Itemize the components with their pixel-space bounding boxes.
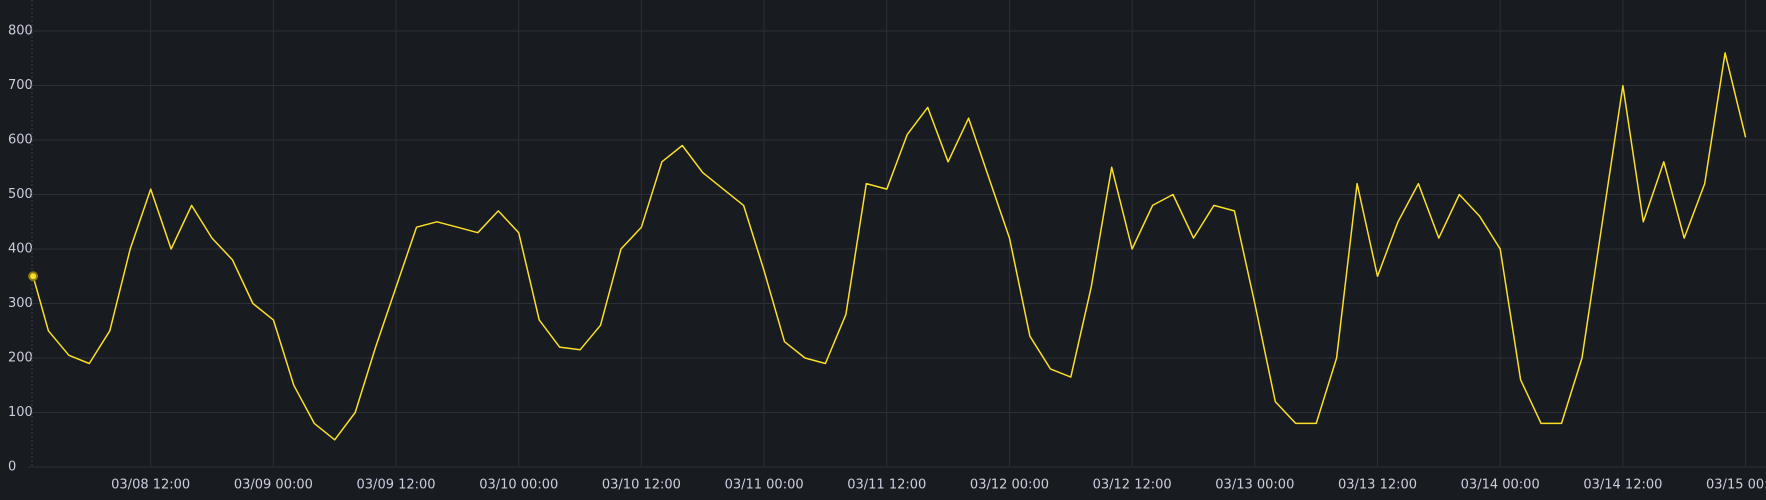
x-tick-label: 03/10 00:00 xyxy=(479,478,558,493)
x-tick-label: 03/09 00:00 xyxy=(234,478,313,493)
y-tick-label: 100 xyxy=(8,405,33,420)
x-tick-label: 03/14 12:00 xyxy=(1583,478,1662,493)
x-tick-label: 03/14 00:00 xyxy=(1461,478,1540,493)
hover-point xyxy=(28,271,39,282)
x-tick-label: 03/08 12:00 xyxy=(111,478,190,493)
y-tick-label: 300 xyxy=(8,296,33,311)
y-tick-label: 600 xyxy=(8,133,33,148)
x-tick-label: 03/10 12:00 xyxy=(602,478,681,493)
series-line xyxy=(32,52,1747,441)
y-tick-label: 0 xyxy=(8,460,16,475)
y-tick-label: 500 xyxy=(8,187,33,202)
y-tick-label: 800 xyxy=(8,24,33,39)
x-tick-label: 03/11 00:00 xyxy=(725,478,804,493)
x-tick-label: 03/09 12:00 xyxy=(357,478,436,493)
x-tick-label: 03/11 12:00 xyxy=(847,478,926,493)
x-tick-label: 03/15 00:00 xyxy=(1706,478,1766,493)
x-tick-label: 03/12 00:00 xyxy=(970,478,1049,493)
y-tick-label: 200 xyxy=(8,351,33,366)
x-tick-label: 03/12 12:00 xyxy=(1093,478,1172,493)
y-tick-label: 700 xyxy=(8,78,33,93)
x-tick-label: 03/13 00:00 xyxy=(1215,478,1294,493)
y-tick-label: 400 xyxy=(8,242,33,257)
x-tick-label: 03/13 12:00 xyxy=(1338,478,1417,493)
